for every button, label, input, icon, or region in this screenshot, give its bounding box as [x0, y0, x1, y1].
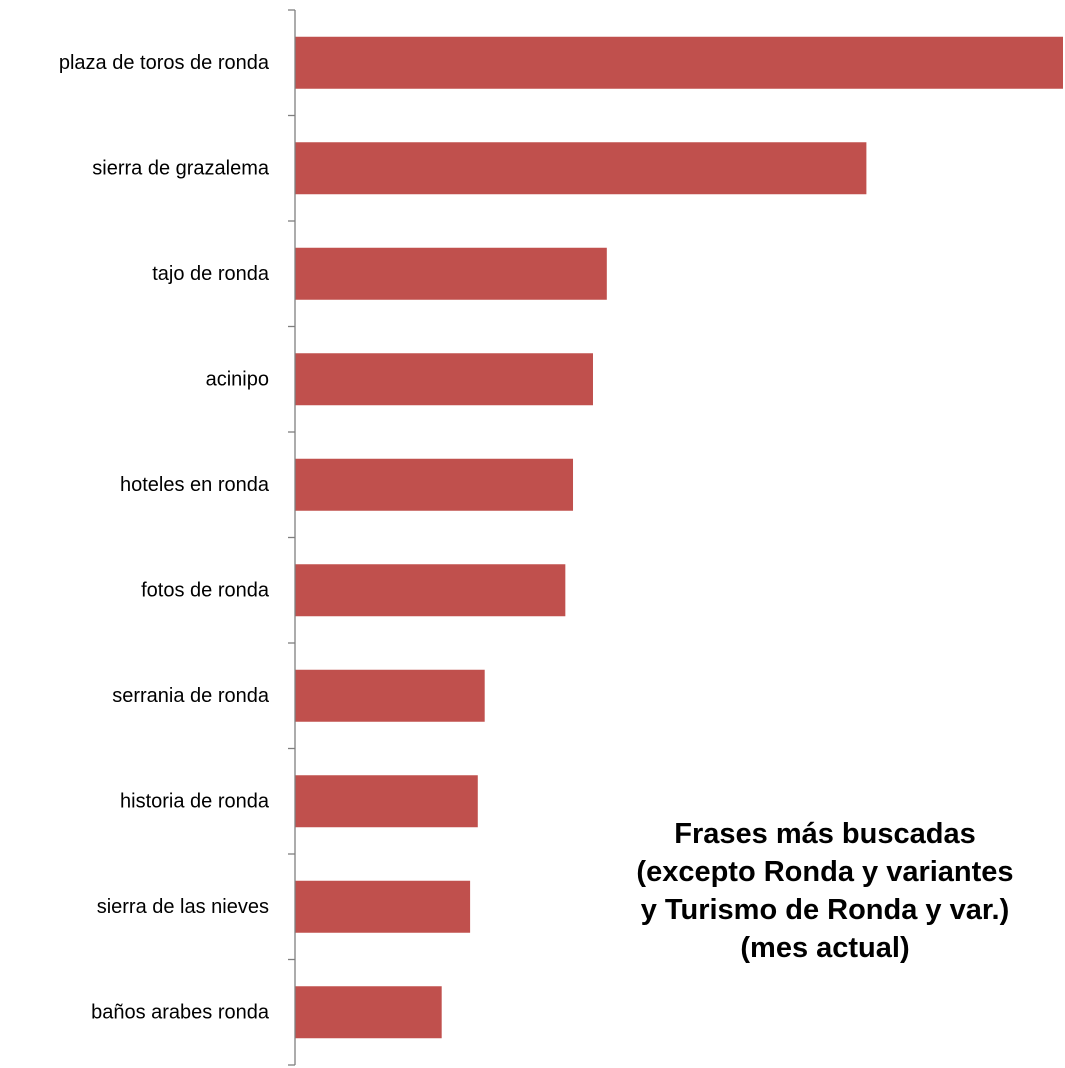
category-label-2: sierra de grazalema — [92, 157, 270, 179]
chart-title: Frases más buscadas (excepto Ronda y var… — [590, 815, 1060, 967]
chart-title-line-2: (excepto Ronda y variantes — [636, 856, 1014, 888]
bar-5 — [295, 458, 574, 511]
bar-10 — [295, 986, 442, 1039]
chart-title-line-3: y Turismo de Ronda y var.) — [640, 894, 1010, 926]
chart-title-line-4: (mes actual) — [740, 932, 910, 964]
category-labels-group: plaza de toros de ronda sierra de grazale… — [59, 52, 270, 1024]
bar-9 — [295, 880, 471, 933]
category-label-10: baños arabes ronda — [91, 1001, 270, 1023]
category-label-7: serrania de ronda — [112, 685, 270, 707]
category-label-5: hoteles en ronda — [120, 474, 270, 496]
y-axis — [288, 9, 296, 1066]
bar-6 — [295, 564, 566, 617]
bar-2 — [295, 142, 867, 195]
category-label-4: acinipo — [206, 368, 269, 390]
bars-group — [295, 36, 1063, 1039]
chart-title-line-1: Frases más buscadas — [674, 818, 976, 850]
bar-7 — [295, 669, 485, 722]
bar-3 — [295, 247, 607, 300]
category-label-6: fotos de ronda — [141, 579, 270, 601]
category-label-3: tajo de ronda — [152, 263, 270, 285]
category-label-8: historia de ronda — [120, 790, 270, 812]
bar-1 — [295, 36, 1063, 89]
bar-4 — [295, 353, 593, 406]
category-label-9: sierra de las nieves — [97, 896, 269, 918]
category-label-1: plaza de toros de ronda — [59, 52, 270, 74]
bar-8 — [295, 775, 478, 828]
